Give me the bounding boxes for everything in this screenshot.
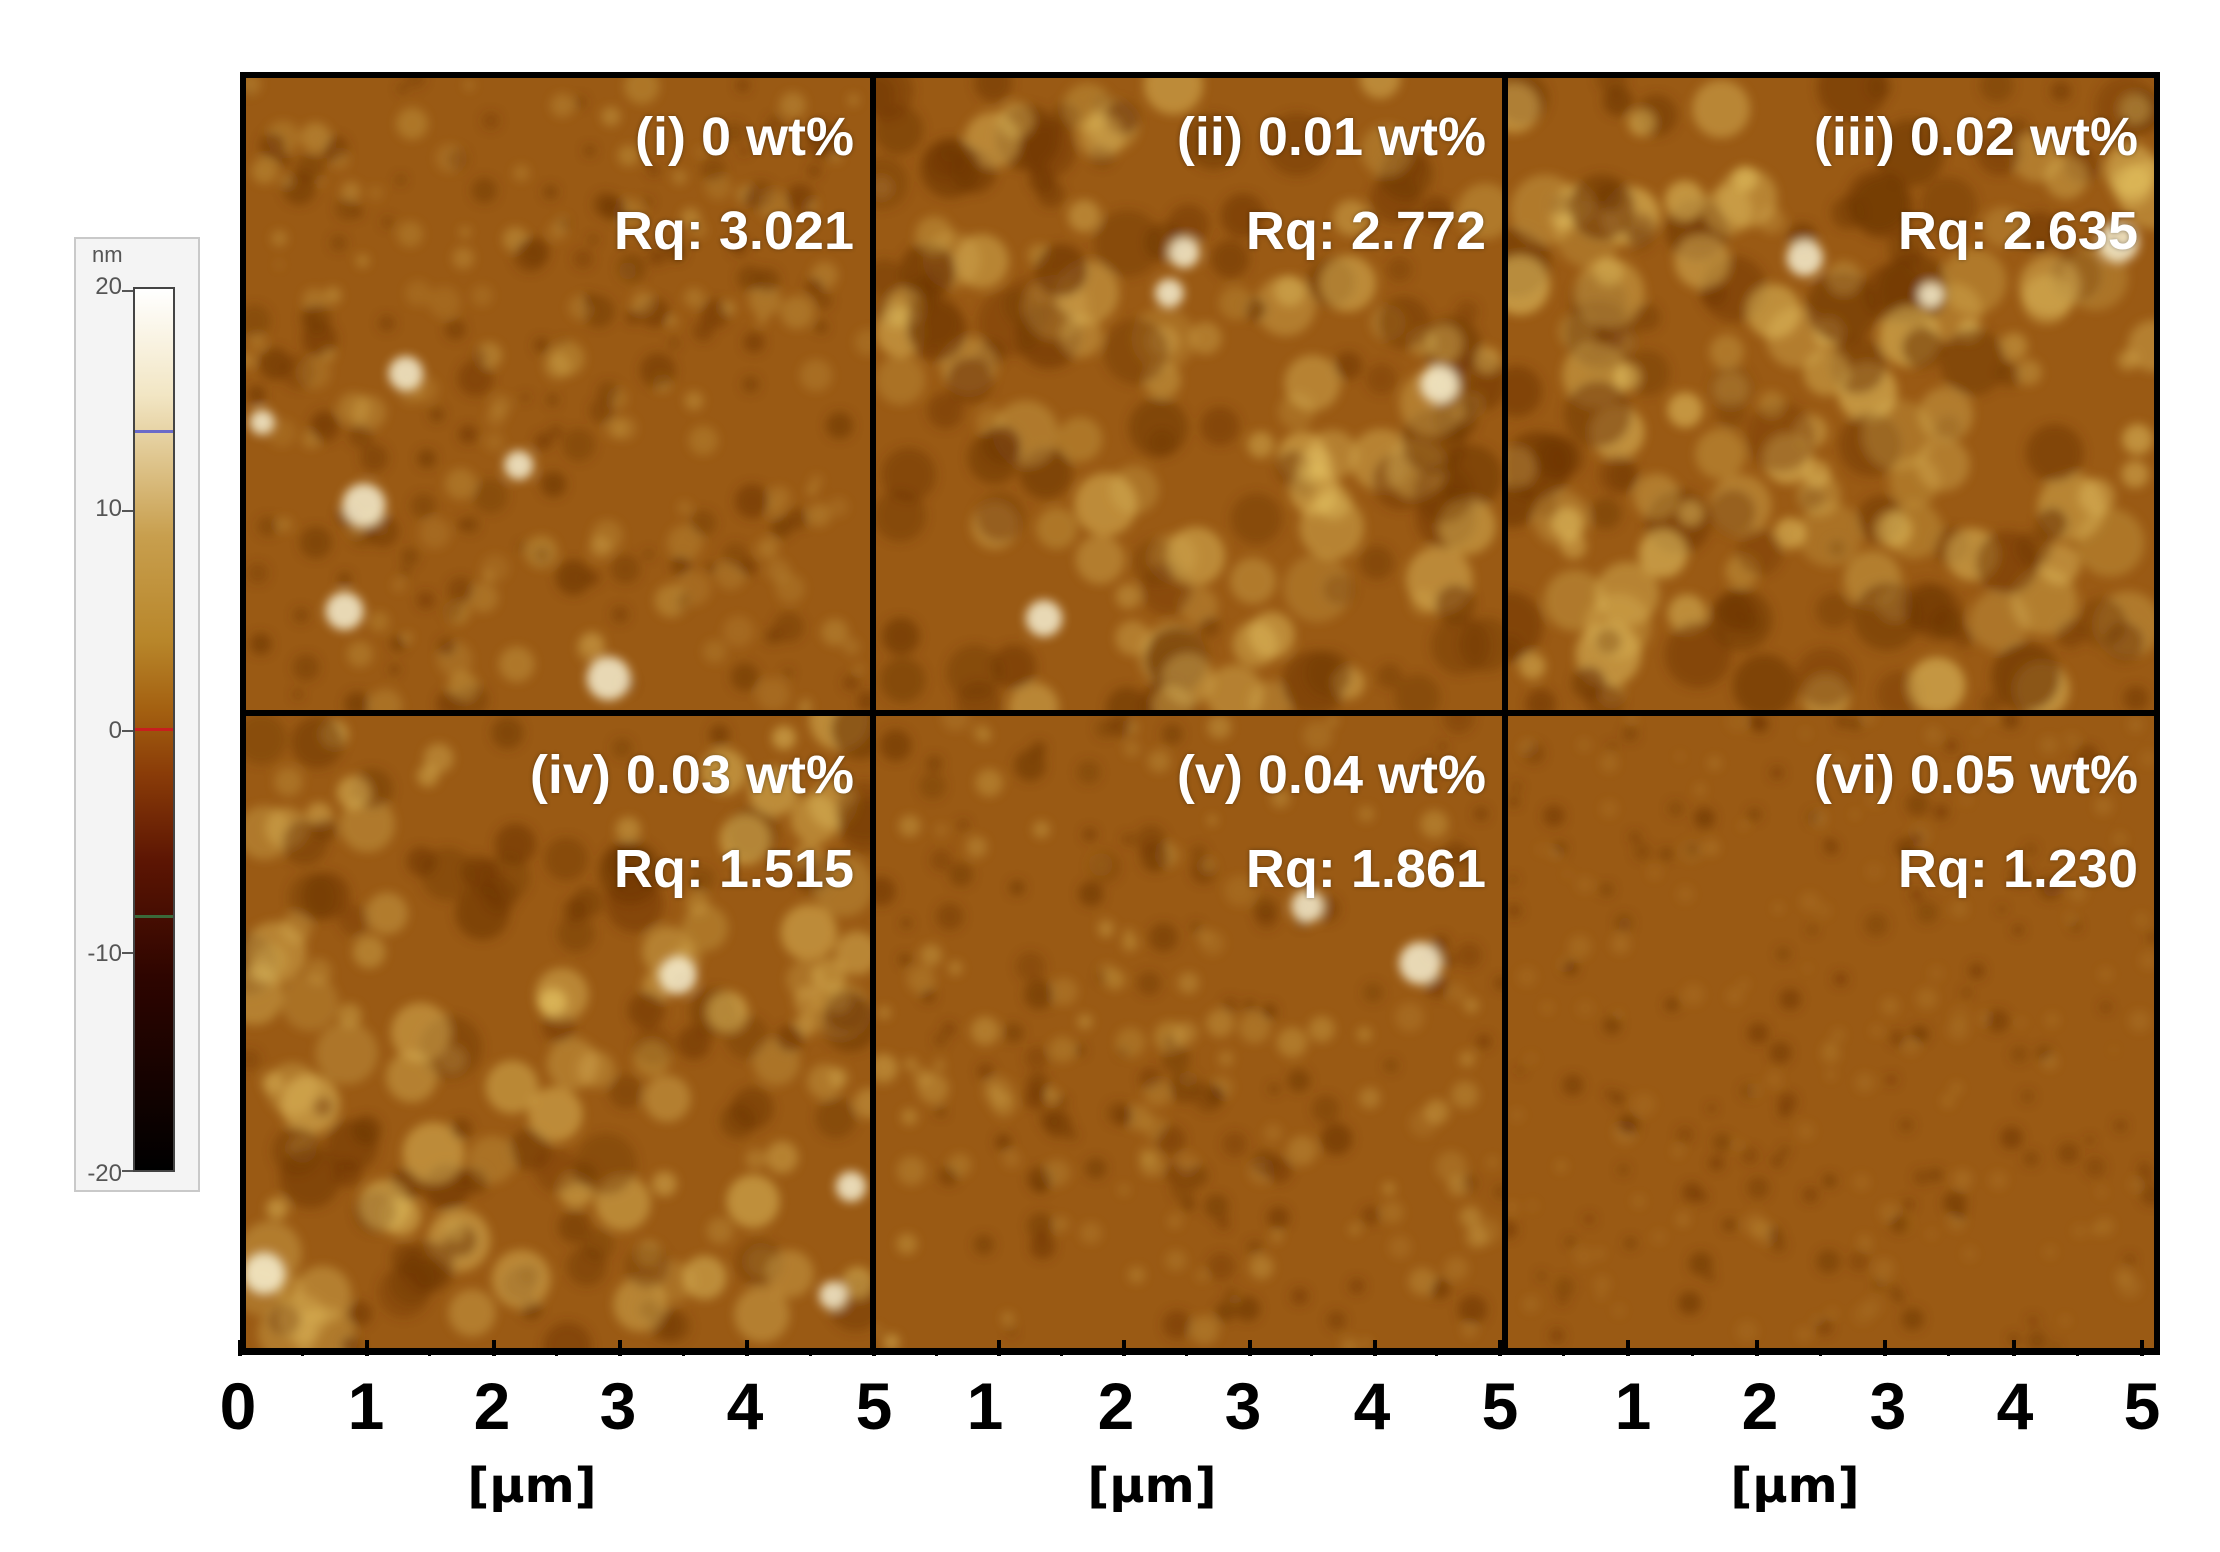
panel-title: (i) 0 wt% bbox=[634, 107, 854, 167]
x-axis-major-tick bbox=[238, 1340, 242, 1356]
afm-panel-1: (i) 0 wt% Rq: 3.021 bbox=[246, 78, 870, 710]
color-scale-tick-label: 20 bbox=[95, 273, 122, 300]
color-scale-tick bbox=[122, 1170, 133, 1172]
color-scale-tick bbox=[122, 952, 133, 954]
x-axis-major-tick bbox=[872, 1340, 876, 1356]
x-axis-minor-tick bbox=[681, 1348, 685, 1356]
x-axis-major-tick bbox=[618, 1340, 623, 1356]
x-axis-minor-tick bbox=[428, 1348, 432, 1356]
panel-roughness: Rq: 1.515 bbox=[613, 839, 854, 899]
x-axis-major-tick bbox=[1247, 1340, 1252, 1356]
x-tick-label: 3 bbox=[599, 1369, 637, 1443]
color-scale-tick-label: 10 bbox=[95, 495, 122, 522]
x-axis-unit: [μm] bbox=[1730, 1458, 1860, 1514]
x-tick-label: 1 bbox=[347, 1369, 385, 1443]
x-axis-major-tick bbox=[1498, 1340, 1502, 1356]
x-tick-label: 4 bbox=[1353, 1369, 1391, 1443]
x-axis-major-tick bbox=[491, 1340, 496, 1356]
panel-title: (iii) 0.02 wt% bbox=[1813, 107, 2138, 167]
x-tick-label: 2 bbox=[1097, 1369, 1135, 1443]
x-axis-minor-tick bbox=[2075, 1348, 2079, 1356]
x-tick-label: 0 bbox=[219, 1369, 257, 1443]
afm-surface-texture bbox=[876, 78, 1502, 710]
x-axis-minor-tick bbox=[555, 1348, 558, 1356]
afm-image-grid: (i) 0 wt% Rq: 3.021 (ii) 0.01 wt% Rq: 2.… bbox=[240, 72, 2160, 1354]
x-axis-minor-tick bbox=[301, 1348, 305, 1356]
x-axis-major-tick bbox=[1122, 1340, 1127, 1356]
x-tick-label: 5 bbox=[2123, 1369, 2161, 1443]
afm-surface-texture bbox=[246, 716, 870, 1348]
x-axis-minor-tick bbox=[1059, 1348, 1063, 1356]
x-axis-minor-tick bbox=[1562, 1348, 1566, 1356]
afm-surface-texture bbox=[876, 716, 1502, 1348]
afm-surface-texture bbox=[246, 78, 870, 710]
x-axis-line bbox=[240, 1350, 2160, 1355]
color-scale-tick-label: -20 bbox=[87, 1160, 122, 1187]
x-axis-minor-tick bbox=[1435, 1348, 1439, 1356]
x-axis-unit: [μm] bbox=[467, 1458, 597, 1514]
x-tick-label: 2 bbox=[1741, 1369, 1779, 1443]
x-axis-minor-tick bbox=[1947, 1348, 1951, 1356]
color-scale-tick bbox=[122, 510, 133, 512]
panel-title: (ii) 0.01 wt% bbox=[1176, 107, 1486, 167]
afm-panel-4: (iv) 0.03 wt% Rq: 1.515 bbox=[246, 716, 870, 1348]
x-axis-major-tick bbox=[364, 1340, 369, 1356]
x-tick-label: 4 bbox=[726, 1369, 764, 1443]
color-scale-tick bbox=[122, 730, 133, 732]
x-axis-major-tick bbox=[745, 1340, 750, 1356]
x-axis-major-tick bbox=[1372, 1340, 1377, 1356]
x-axis-minor-tick bbox=[1310, 1348, 1314, 1356]
x-axis-minor-tick bbox=[1185, 1348, 1188, 1356]
afm-panel-3: (iii) 0.02 wt% Rq: 2.635 bbox=[1508, 78, 2154, 710]
panel-title: (vi) 0.05 wt% bbox=[1813, 745, 2138, 805]
panel-roughness: Rq: 2.635 bbox=[1897, 201, 2138, 261]
x-axis-minor-tick bbox=[1690, 1348, 1694, 1356]
x-tick-label: 1 bbox=[1614, 1369, 1652, 1443]
color-scale-marker-zero bbox=[135, 728, 173, 731]
afm-panel-2: (ii) 0.01 wt% Rq: 2.772 bbox=[876, 78, 1502, 710]
x-tick-label: 3 bbox=[1224, 1369, 1262, 1443]
x-axis-minor-tick bbox=[934, 1348, 938, 1356]
panel-roughness: Rq: 1.861 bbox=[1245, 839, 1486, 899]
color-scale-tick bbox=[122, 290, 133, 292]
color-scale-marker-lower bbox=[135, 915, 173, 918]
color-scale-unit: nm bbox=[92, 242, 123, 267]
x-tick-label: 1 bbox=[966, 1369, 1004, 1443]
panel-title: (v) 0.04 wt% bbox=[1176, 745, 1486, 805]
x-axis-major-tick bbox=[2011, 1340, 2016, 1356]
afm-surface-texture bbox=[1508, 78, 2154, 710]
x-tick-label: 5 bbox=[1481, 1369, 1519, 1443]
x-axis-major-tick bbox=[2140, 1340, 2144, 1356]
color-scale-marker-upper bbox=[135, 430, 173, 433]
panel-title: (iv) 0.03 wt% bbox=[529, 745, 854, 805]
x-axis-major-tick bbox=[1754, 1340, 1759, 1356]
x-axis-minor-tick bbox=[1819, 1348, 1822, 1356]
x-axis-major-tick bbox=[1626, 1340, 1631, 1356]
color-scale-tick-label: -10 bbox=[87, 940, 122, 967]
x-axis-unit: [μm] bbox=[1087, 1458, 1217, 1514]
x-tick-label: 2 bbox=[473, 1369, 511, 1443]
x-axis-minor-tick bbox=[808, 1348, 812, 1356]
x-tick-label: 4 bbox=[1996, 1369, 2034, 1443]
x-tick-label: 5 bbox=[855, 1369, 893, 1443]
x-tick-label: 3 bbox=[1869, 1369, 1907, 1443]
color-scale-tick-label: 0 bbox=[108, 717, 122, 744]
afm-surface-texture bbox=[1508, 716, 2154, 1348]
panel-roughness: Rq: 1.230 bbox=[1897, 839, 2138, 899]
panel-roughness: Rq: 2.772 bbox=[1245, 201, 1486, 261]
x-axis-major-tick bbox=[997, 1340, 1002, 1356]
afm-panel-6: (vi) 0.05 wt% Rq: 1.230 bbox=[1508, 716, 2154, 1348]
panel-roughness: Rq: 3.021 bbox=[613, 201, 854, 261]
x-axis-major-tick bbox=[1883, 1340, 1888, 1356]
afm-panel-5: (v) 0.04 wt% Rq: 1.861 bbox=[876, 716, 1502, 1348]
